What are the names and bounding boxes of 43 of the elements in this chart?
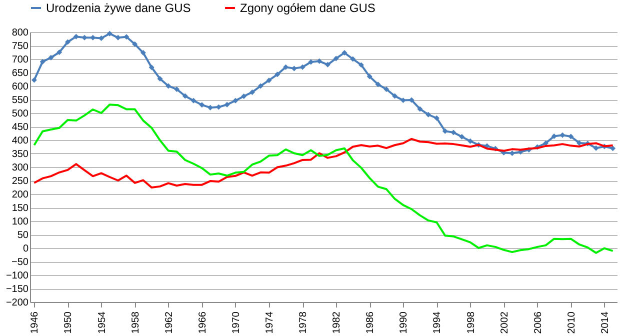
x-tick-label: 1950 (63, 311, 74, 334)
x-tick-label: 2006 (532, 311, 544, 334)
y-tick-label: 50 (17, 230, 29, 241)
y-tick-label: −200 (6, 298, 29, 308)
x-tick-label: 1974 (264, 311, 276, 334)
y-tick-label: 100 (12, 216, 29, 228)
y-tick-label: 150 (12, 203, 29, 214)
y-tick-label: 500 (12, 108, 29, 120)
x-tick-label: 1994 (432, 311, 444, 334)
x-tick-label: 2014 (600, 311, 611, 334)
x-tick-label: 1990 (398, 311, 410, 334)
x-tick-label: 1946 (30, 311, 41, 334)
y-tick-label: 600 (12, 82, 29, 92)
y-tick-label: 0 (22, 244, 29, 254)
x-tick-label: 1958 (130, 311, 142, 334)
x-tick-label: 1966 (197, 311, 208, 334)
x-tick-label: 1998 (466, 311, 477, 334)
y-tick-label: 250 (12, 176, 29, 187)
y-tick-label: 650 (12, 68, 29, 79)
x-tick-label: 1970 (230, 311, 242, 334)
x-tick-label: 1986 (365, 311, 376, 334)
y-tick-label: −100 (6, 270, 29, 282)
y-tick-label: 350 (12, 149, 29, 160)
y-tick-label: 300 (12, 162, 29, 174)
legend-label: Urodzenia żywe dane GUS (46, 1, 191, 15)
y-tick-label: 450 (12, 122, 29, 133)
y-tick-label: 800 (12, 28, 29, 38)
y-tick-label: −50 (12, 257, 29, 268)
x-tick-label: 1982 (332, 311, 343, 334)
x-tick-label: 1962 (164, 311, 175, 334)
y-tick-label: 700 (12, 54, 29, 66)
x-tick-label: 2010 (566, 311, 578, 334)
x-tick-label: 1954 (96, 311, 108, 334)
x-tick-label: 1978 (298, 311, 310, 334)
y-tick-label: 400 (12, 136, 29, 146)
line-series (33, 138, 614, 189)
x-tick-label: 2002 (499, 311, 510, 334)
legend-label: Zgony ogółem dane GUS (240, 1, 376, 15)
y-tick-label: 200 (12, 190, 29, 200)
y-tick-label: 550 (12, 95, 29, 106)
y-tick-label: −150 (6, 284, 29, 295)
y-tick-label: 750 (12, 41, 29, 52)
line-series (33, 104, 614, 254)
